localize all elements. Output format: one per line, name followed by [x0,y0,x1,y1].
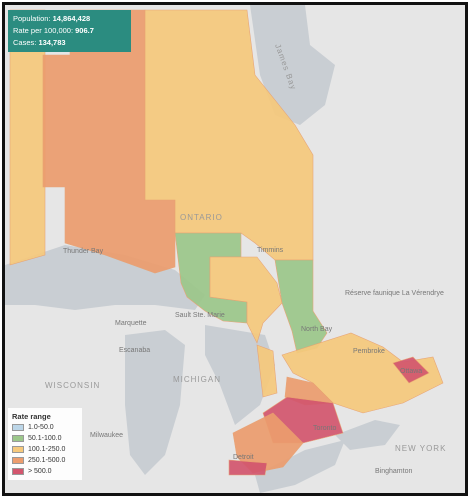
map: James Bay ONTARIO Thunder Bay Timmins Sa… [5,5,465,493]
region [281,332,444,414]
map-label: Réserve faunique La Vérendrye [345,290,444,297]
legend-item: 250.1-500.0 [12,455,78,466]
water [335,420,400,450]
map-label: Sault Ste. Marie [175,312,225,319]
map-label: NEW YORK [395,444,446,453]
info-label: Population: [13,14,51,23]
legend-label: 250.1-500.0 [28,457,66,464]
legend-swatch [12,445,24,453]
water [5,245,205,310]
info-value: 906.7 [75,26,94,35]
info-label: Rate per 100,000: [13,26,74,35]
info-box: Population: 14,864,428 Rate per 100,000:… [8,10,131,52]
map-label: Milwaukee [90,432,123,439]
region [256,344,278,398]
map-label: Escanaba [119,347,150,354]
map-label: ONTARIO [180,213,223,222]
legend-label: 1.0-50.0 [28,424,54,431]
legend-label: 100.1-250.0 [28,446,66,453]
legend-item: > 500.0 [12,466,78,477]
info-value: 134,783 [38,38,66,47]
water [125,330,185,475]
legend: Rate range 1.0-50.0 50.1-100.0 100.1-250.0… [8,408,82,480]
region [209,256,283,344]
region [392,356,430,384]
map-label: Ottawa [400,368,422,375]
info-label: Cases: [13,38,37,47]
map-label: WISCONSIN [45,381,100,390]
legend-swatch [12,467,24,475]
map-label: Toronto [313,425,336,432]
map-label: North Bay [301,326,333,333]
legend-label: > 500.0 [28,468,52,475]
map-label: MICHIGAN [173,375,221,384]
legend-item: 1.0-50.0 [12,422,78,433]
legend-swatch [12,434,24,442]
info-value: 14,864,428 [52,14,91,23]
map-label: Pembroke [353,348,385,355]
legend-swatch [12,456,24,464]
map-label: Timmins [257,247,284,254]
legend-item: 100.1-250.0 [12,444,78,455]
map-label: Marquette [115,320,147,327]
legend-item: 50.1-100.0 [12,433,78,444]
legend-swatch [12,423,24,431]
legend-title: Rate range [12,412,51,421]
map-label: Binghamton [375,468,412,475]
water [255,440,345,493]
region [232,412,304,474]
region [228,459,268,476]
map-label: Detroit [233,454,254,461]
legend-label: 50.1-100.0 [28,435,62,442]
map-label: Thunder Bay [63,248,104,255]
